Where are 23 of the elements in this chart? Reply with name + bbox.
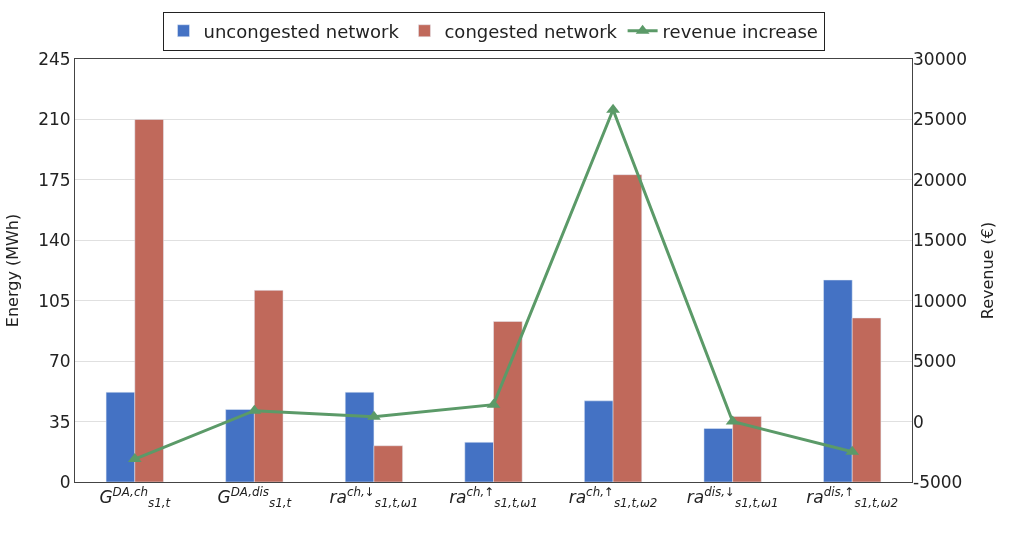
- y2-tick-label: 30000: [913, 48, 968, 69]
- y2-tick-label: -5000: [913, 471, 963, 492]
- y2-tick-label: 5000: [913, 351, 957, 372]
- y-tick-label: 70: [48, 351, 71, 372]
- point: [606, 103, 620, 113]
- y-tick-label: 105: [38, 290, 71, 311]
- y2-tick-label: 0: [913, 411, 924, 432]
- y2-tick-label: 25000: [913, 109, 968, 130]
- y2-tick-label: 20000: [913, 169, 968, 190]
- y2-tick-label: 10000: [913, 290, 968, 311]
- y-tick-label: 35: [48, 411, 71, 432]
- legend-label: uncongested network: [203, 20, 400, 42]
- y-tick-label: 210: [38, 109, 71, 130]
- y-tick-label: 0: [59, 471, 71, 492]
- y-axis-title: Energy (MWh): [3, 213, 23, 328]
- point: [367, 410, 381, 420]
- legend-label: revenue increase: [662, 20, 818, 42]
- y2-axis-title: Revenue (€): [977, 221, 997, 320]
- y2-tick-label: 15000: [913, 230, 968, 251]
- y-tick-label: 140: [38, 230, 71, 251]
- y-tick-label: 245: [38, 48, 71, 69]
- legend-label: congested network: [444, 20, 618, 42]
- y-tick-label: 175: [38, 169, 71, 190]
